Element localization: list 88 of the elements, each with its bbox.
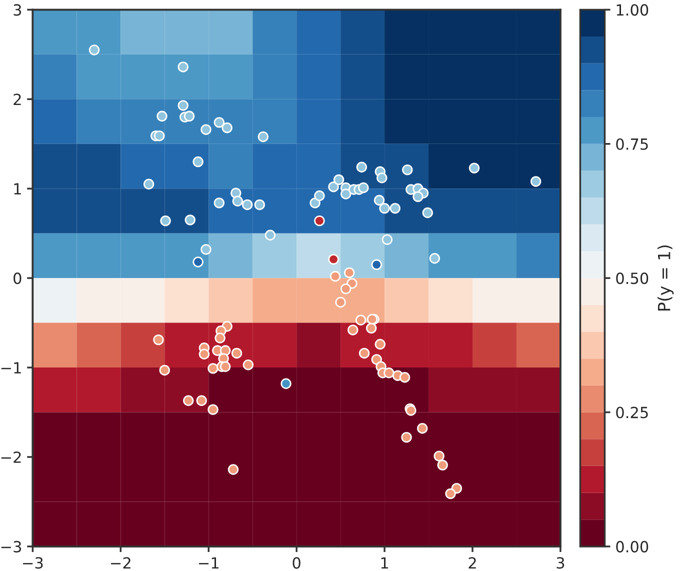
point [382,234,393,245]
point [330,270,341,282]
y-tick-label: −1 [1,362,21,374]
point [374,338,386,350]
point [214,117,225,128]
point [183,395,194,406]
point [358,182,369,194]
point [192,156,204,168]
point [348,324,358,336]
point [335,296,346,308]
point [178,100,188,111]
point [379,202,390,214]
point [228,464,239,475]
point [412,191,424,202]
point [340,188,352,200]
point [371,354,382,365]
point [445,488,456,500]
point [417,423,428,434]
point [258,131,269,142]
point [88,44,100,56]
point [156,110,168,122]
point [178,62,188,72]
color-bar-title: P(y = 1) [658,245,674,310]
point [222,122,232,134]
point [198,348,210,360]
y-tick-label: 0 [14,272,22,284]
x-tick-label: −3 [23,557,43,569]
point [159,364,170,376]
point [153,334,164,346]
point [344,267,355,278]
color-bar-label: 0.25 [616,406,648,418]
point [196,395,207,406]
y-tick-label: 2 [14,94,21,105]
color-bar-label: 0.50 [616,272,648,284]
point [232,196,243,206]
point [214,198,225,208]
x-tick-label: 1 [381,557,388,568]
point [429,253,440,264]
point [422,207,433,218]
point [340,283,352,294]
point [242,199,253,210]
point [530,176,542,187]
point [371,259,382,270]
point [328,254,339,265]
point [434,450,444,462]
point [192,256,204,268]
point [242,359,254,370]
point [376,172,388,184]
point [355,314,366,326]
point [437,460,448,470]
point [160,215,171,226]
point [374,194,385,206]
x-tick-label: 2 [468,557,476,568]
color-bar-label: 1.00 [616,4,648,16]
color-bar-label: 0.75 [616,138,648,150]
point [200,124,212,135]
point [314,215,325,226]
point [399,372,410,383]
point [314,190,325,202]
point [154,130,165,142]
point [220,361,231,372]
point [264,230,276,240]
point [333,174,344,186]
point [254,199,265,210]
point [468,162,480,174]
color-bar-label: 0.00 [616,540,648,552]
point [384,368,394,378]
point [328,181,339,192]
point [214,332,226,344]
x-tick-label: −1 [198,557,218,568]
y-tick-label: 1 [14,183,21,194]
point [200,244,212,255]
y-tick-label: 3 [14,4,22,16]
point [358,348,370,359]
point [366,322,377,334]
x-tick-label: −2 [111,557,130,568]
y-tick-label: −3 [1,540,22,552]
point [208,404,218,415]
point [184,214,196,226]
point [208,363,218,374]
x-tick-label: 0 [292,557,300,569]
point [390,202,400,214]
point [280,378,292,389]
y-tick-label: −2 [1,451,21,463]
point [143,178,154,190]
point [310,198,320,208]
x-tick-label: 3 [556,557,564,569]
point [231,348,242,359]
